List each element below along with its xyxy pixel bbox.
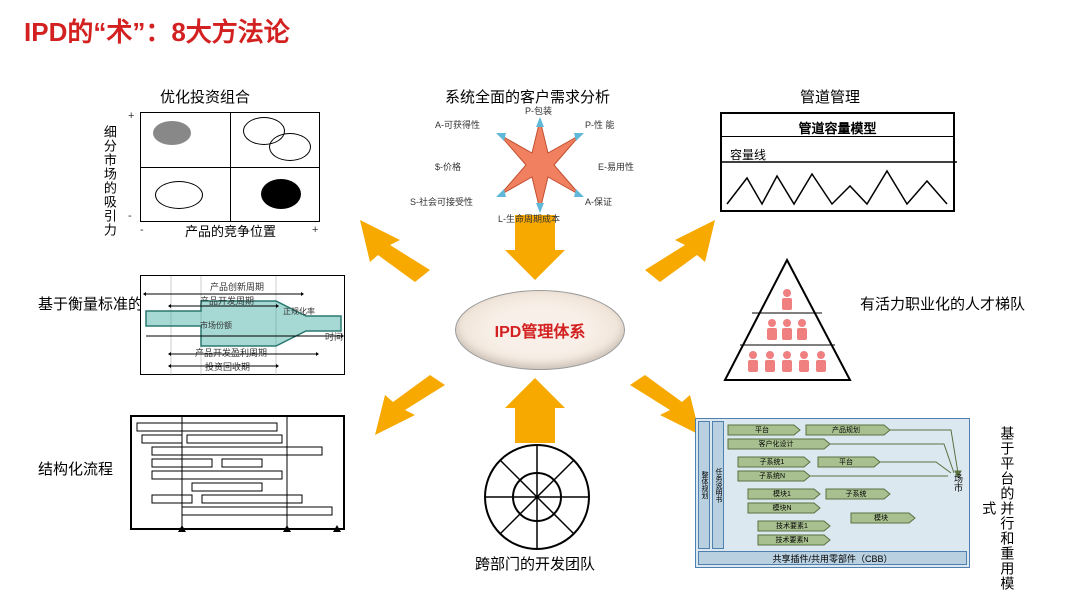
bl-box bbox=[130, 415, 345, 530]
petal-5: S-社会可接受性 bbox=[410, 195, 473, 208]
arrow-br bbox=[610, 370, 700, 440]
center-text: IPD管理体系 bbox=[495, 318, 586, 342]
svg-text:平台: 平台 bbox=[755, 425, 769, 434]
tr-box: 管道容量模型 容量线 bbox=[720, 112, 955, 212]
svg-text:子系统N: 子系统N bbox=[759, 471, 785, 480]
svg-text:技术要素1: 技术要素1 bbox=[776, 521, 808, 530]
petal-7: A-可获得性 bbox=[435, 118, 480, 131]
petal-3: A-保证 bbox=[585, 195, 612, 208]
mr-title: 有活力职业化的人才梯队 bbox=[860, 295, 1025, 315]
br-title: 基于平台的并行和重用模式 bbox=[980, 420, 1016, 597]
arrow-tl bbox=[360, 220, 450, 290]
svg-text:客户化设计: 客户化设计 bbox=[759, 439, 794, 448]
center-oval: IPD管理体系 bbox=[455, 290, 625, 370]
tl-yaxis: 细分市场的吸引力 bbox=[100, 125, 117, 237]
tl-xaxis: 产品的竞争位置 bbox=[185, 224, 276, 241]
bm-title: 跨部门的开发团队 bbox=[475, 555, 595, 575]
svg-text:模块: 模块 bbox=[874, 513, 888, 522]
mr-pyramid bbox=[720, 255, 855, 385]
br-footer: 共享插件/共用零部件（CBB） bbox=[698, 551, 967, 565]
svg-text:产品规划: 产品规划 bbox=[832, 425, 860, 434]
tl-matrix bbox=[140, 112, 320, 222]
svg-text:子系统1: 子系统1 bbox=[760, 457, 785, 466]
svg-text:平台: 平台 bbox=[839, 457, 853, 466]
petal-1: P-性 能 bbox=[585, 118, 615, 131]
arrow-bl bbox=[375, 370, 465, 440]
br-box: 整体规划 任务说明书 平台 产品规划 客户化设计 子系统1 平台 子系统N 模块… bbox=[695, 418, 970, 568]
bl-title: 结构化流程 bbox=[38, 460, 113, 480]
petal-6: $-价格 bbox=[435, 160, 461, 173]
svg-text:技术要素N: 技术要素N bbox=[775, 535, 808, 544]
svg-text:模块1: 模块1 bbox=[773, 489, 791, 498]
tr-title: 管道管理 bbox=[800, 88, 860, 108]
svg-text:模块N: 模块N bbox=[772, 503, 791, 512]
bm-wheel bbox=[480, 440, 595, 555]
tl-title: 优化投资组合 bbox=[160, 88, 250, 108]
petal-2: E-易用性 bbox=[598, 160, 634, 173]
petal-4: L-生命周期成本 bbox=[498, 212, 560, 225]
arrow-b bbox=[505, 378, 565, 448]
svg-text:子系统: 子系统 bbox=[846, 489, 867, 498]
petal-0: P-包装 bbox=[525, 104, 552, 117]
slide-title: IPD的“术”：8大方法论 bbox=[24, 12, 290, 49]
tr-sub: 管道容量模型 bbox=[722, 118, 953, 137]
arrow-tr bbox=[625, 220, 715, 290]
